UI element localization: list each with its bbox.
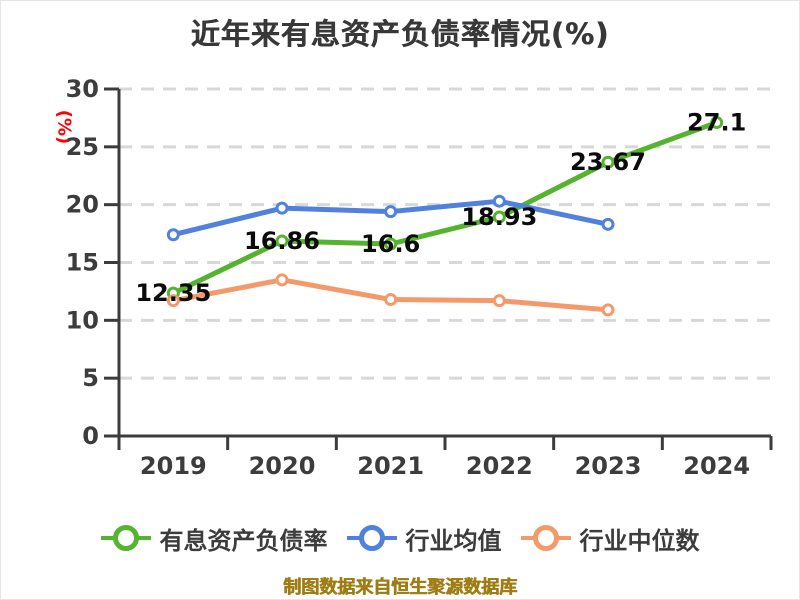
legend-marker-icon (100, 523, 151, 553)
data-label-18.93: 18.93 (461, 203, 537, 231)
series-1-marker-2020 (275, 201, 289, 215)
legend-label: 行业中位数 (579, 526, 700, 555)
series-0-marker-2021 (384, 237, 398, 251)
legend-marker-icon (520, 523, 571, 553)
legend-label: 有息资产负债率 (159, 526, 328, 555)
data-label-23.67: 23.67 (570, 148, 646, 176)
data-label-27.1: 27.1 (687, 109, 746, 137)
legend-item-0: 有息资产负债率 (100, 521, 328, 556)
series-0-marker-2024 (710, 116, 724, 130)
x-tick-label-2020: 2020 (249, 452, 316, 480)
series-0-marker-2022 (492, 210, 506, 224)
x-tick-label-2021: 2021 (357, 452, 424, 480)
y-tick-label-10: 10 (66, 306, 99, 334)
legend-item-1: 行业均值 (346, 521, 502, 556)
legend-item-2: 行业中位数 (520, 521, 700, 556)
series-2-marker-2019 (166, 294, 180, 308)
legend-marker-icon (346, 523, 397, 553)
series-2-marker-2023 (601, 303, 615, 317)
series-2-marker-2020 (275, 273, 289, 287)
series-0-marker-2023 (601, 155, 615, 169)
data-source-note: 制图数据来自恒生聚源数据库 (283, 577, 517, 598)
y-tick-label-20: 20 (66, 191, 99, 219)
series-1-marker-2023 (601, 217, 615, 231)
y-tick-label-5: 5 (82, 364, 99, 392)
y-tick-label-30: 30 (66, 75, 99, 103)
series-2-marker-2022 (492, 294, 506, 308)
y-tick-label-0: 0 (82, 422, 99, 450)
chart-title: 近年来有息资产负债率情况(%) (190, 17, 610, 51)
x-tick-label-2022: 2022 (466, 452, 533, 480)
series-2-marker-2021 (384, 293, 398, 307)
y-tick-label-15: 15 (66, 249, 99, 277)
series-1-marker-2022 (492, 194, 506, 208)
x-tick-label-2019: 2019 (140, 452, 207, 480)
data-label-12.35: 12.35 (135, 279, 211, 307)
x-tick-label-2023: 2023 (575, 452, 642, 480)
series-1-marker-2019 (166, 228, 180, 242)
series-line-0 (170, 120, 720, 296)
series-1-marker-2021 (384, 205, 398, 219)
legend: 有息资产负债率 行业均值 行业中位数 (1, 521, 799, 555)
y-tick-label-25: 25 (66, 133, 99, 161)
x-tick-label-2024: 2024 (683, 452, 750, 480)
legend-label: 行业均值 (405, 526, 502, 555)
data-label-16.6: 16.6 (361, 230, 420, 258)
data-label-16.86: 16.86 (244, 227, 320, 255)
series-0-marker-2020 (275, 234, 289, 248)
